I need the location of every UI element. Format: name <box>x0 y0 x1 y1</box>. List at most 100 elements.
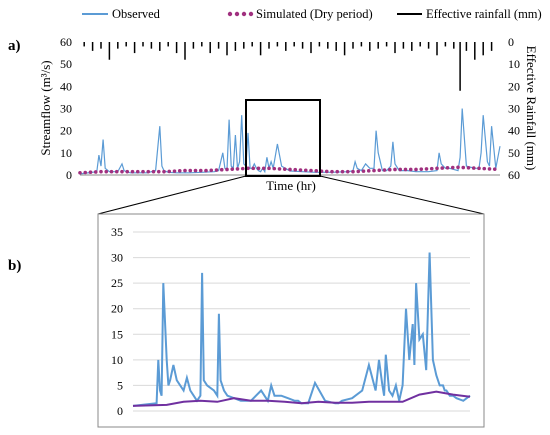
panel-a-y2-tick-label: 50 <box>508 146 520 160</box>
simulated-dot <box>251 166 256 171</box>
simulated-dot <box>267 166 271 171</box>
panel-a-plot: 0 10 20 30 40 50 60 0 10 20 30 40 50 60 Time (hr) St… <box>38 35 539 193</box>
simulated-dot <box>366 169 371 173</box>
simulated-dot <box>492 167 497 171</box>
simulated-dot <box>424 167 429 171</box>
observed-series-a <box>79 108 501 175</box>
panel-a-y-tick-label: 10 <box>60 146 72 160</box>
simulated-dot <box>162 169 166 174</box>
simulated-dot <box>183 168 187 173</box>
simulated-dot <box>387 167 392 172</box>
simulated-dot <box>114 169 119 174</box>
simulated-dot <box>414 167 418 172</box>
panel-a-y-label: Streamflow (m³/s) <box>38 60 53 155</box>
simulated-dot <box>398 167 403 172</box>
panel-b-label: b) <box>8 258 21 274</box>
simulated-dot <box>351 169 355 174</box>
simulated-dot <box>177 169 182 173</box>
observed-series-b <box>132 252 471 407</box>
panel-b-plot: 0 5 10 15 20 25 30 35 <box>97 213 485 428</box>
panel-b-y-ticks: 0 5 10 15 20 25 30 35 <box>111 225 123 418</box>
simulated-dot <box>377 168 382 173</box>
simulated-dot <box>83 170 88 175</box>
simulated-dot <box>356 169 361 174</box>
simulated-dot <box>372 168 376 173</box>
simulated-dot <box>235 167 240 171</box>
simulated-dot <box>456 165 460 170</box>
simulated-dot <box>429 166 434 171</box>
simulated-dot <box>198 168 203 173</box>
zoom-connector-left <box>97 175 247 215</box>
simulated-series-b <box>132 390 471 407</box>
simulated-dot <box>382 168 387 172</box>
simulated-dot <box>293 167 298 172</box>
simulated-dot <box>345 169 350 174</box>
simulated-dot <box>246 166 250 171</box>
panel-b-y-tick-label: 20 <box>111 302 123 316</box>
simulated-dot <box>335 169 340 174</box>
simulated-dot <box>209 168 214 173</box>
panel-a-y2-ticks: 0 10 20 30 40 50 60 <box>508 35 520 182</box>
simulated-dot <box>135 169 140 174</box>
panel-a-y2-tick-label: 20 <box>508 79 520 93</box>
simulated-dot <box>435 166 439 171</box>
simulated-dot <box>120 169 124 174</box>
legend-label-rainfall: Effective rainfall (mm) <box>426 7 542 21</box>
panel-a-y-tick-label: 60 <box>60 35 72 49</box>
panel-a-y2-tick-label: 10 <box>508 57 520 71</box>
panel-a-y2-tick-label: 60 <box>508 168 520 182</box>
simulated-dot <box>309 168 313 173</box>
simulated-dot <box>450 165 455 170</box>
panel-b-gridlines <box>133 231 470 412</box>
simulated-dot <box>482 166 487 171</box>
rainfall-bars <box>83 42 493 91</box>
simulated-dot <box>282 167 287 171</box>
simulated-dot <box>172 169 177 173</box>
legend: Observed Simulated (Dry period) Effectiv… <box>82 7 542 21</box>
panel-b-y-tick-label: 35 <box>111 225 123 239</box>
simulated-dot <box>288 167 292 172</box>
panel-a-x-label: Time (hr) <box>266 178 316 193</box>
panel-a-y2-label: Effective Rainfall (mm) <box>524 46 539 171</box>
simulated-dot <box>109 169 114 174</box>
simulated-dot <box>156 169 161 174</box>
simulated-dot <box>419 167 424 171</box>
simulated-dot <box>403 167 408 172</box>
simulated-dot <box>440 166 445 170</box>
simulated-dot <box>272 166 277 171</box>
panel-a-y-tick-label: 0 <box>66 168 72 182</box>
panel-b-frame <box>97 213 485 428</box>
simulated-dot <box>188 168 193 173</box>
panel-a-y-tick-label: 30 <box>60 102 72 116</box>
simulated-dot <box>214 168 219 172</box>
simulated-dot <box>88 170 93 175</box>
simulated-dot <box>303 168 308 173</box>
simulated-dot <box>93 170 98 174</box>
simulated-dot <box>230 167 235 171</box>
panel-a-y-tick-label: 40 <box>60 79 72 93</box>
simulated-dot <box>487 167 492 171</box>
panel-b-y-tick-label: 15 <box>111 327 123 341</box>
simulated-dot <box>125 169 130 174</box>
simulated-dot <box>104 169 109 174</box>
simulated-dot <box>78 170 82 175</box>
simulated-dot <box>225 167 229 172</box>
panel-b-y-tick-label: 30 <box>111 251 123 265</box>
panel-a-label: a) <box>8 38 21 54</box>
simulated-dot <box>193 168 198 173</box>
panel-b-y-tick-label: 10 <box>111 353 123 367</box>
zoom-box <box>245 99 321 177</box>
panel-b-y-tick-label: 25 <box>111 276 123 290</box>
simulated-dot <box>261 166 266 171</box>
simulated-dot <box>408 167 413 172</box>
panel-b-y-tick-label: 0 <box>117 404 123 418</box>
simulated-dot <box>256 166 261 171</box>
simulated-dot <box>204 168 208 173</box>
simulated-dot <box>298 168 303 172</box>
simulated-dot <box>324 169 329 174</box>
panel-a-y-ticks: 0 10 20 30 40 50 60 <box>60 35 72 182</box>
panel-a-y2-tick-label: 40 <box>508 124 520 138</box>
simulated-dot <box>99 169 103 174</box>
simulated-dot <box>130 169 135 174</box>
simulated-dot <box>167 169 172 174</box>
